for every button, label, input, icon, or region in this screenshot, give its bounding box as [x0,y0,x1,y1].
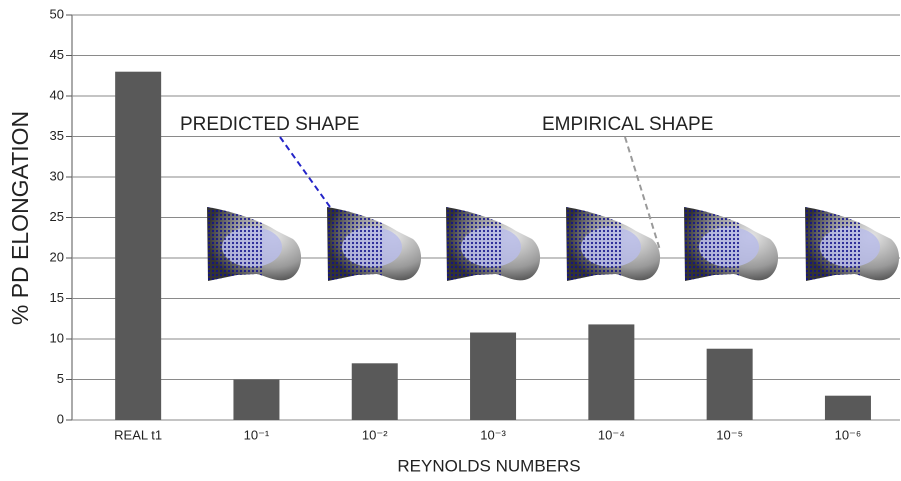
x-tick-label: 10⁻⁶ [835,427,862,442]
y-tick-label: 45 [50,47,64,62]
y-tick-label: 50 [50,6,64,21]
y-tick-label: 30 [50,168,64,183]
x-tick-label: 10⁻⁴ [598,427,625,442]
y-tick-label: 35 [50,128,64,143]
shape-image [805,207,899,281]
shape-image [566,207,660,281]
shapes [207,207,899,281]
annotation: EMPIRICAL SHAPE [542,114,713,135]
shape-image [446,207,540,281]
bar [233,380,279,421]
bar [115,72,161,420]
x-tick-label: 10⁻³ [480,427,506,442]
shape-image [684,207,778,281]
x-axis-title: REYNOLDS NUMBERS [397,456,580,475]
y-tick-label: 10 [50,330,64,345]
y-tick-label: 5 [57,371,64,386]
annotation: PREDICTED SHAPE [180,114,359,135]
y-tick-label: 20 [50,249,64,264]
y-tick-label: 0 [57,411,64,426]
chart: PREDICTED SHAPE EMPIRICAL SHAPE REYNOLDS… [0,0,901,481]
annotation-leader [280,137,330,207]
y-axis-title: % PD ELONGATION [7,111,33,325]
page: PREDICTED SHAPE EMPIRICAL SHAPE REYNOLDS… [0,0,901,481]
y-tick-label: 25 [50,209,64,224]
y-tick-label: 40 [50,87,64,102]
x-tick-label: REAL t1 [114,427,162,442]
bar [352,363,398,420]
shape-image [327,207,421,281]
bar [588,324,634,420]
bar [825,396,871,420]
bar [707,349,753,420]
x-tick-label: 10⁻¹ [244,427,270,442]
x-tick-label: 10⁻⁵ [716,427,743,442]
x-tick-label: 10⁻² [362,427,388,442]
y-tick-label: 15 [50,290,64,305]
shape-image [207,207,301,281]
bar [470,333,516,420]
